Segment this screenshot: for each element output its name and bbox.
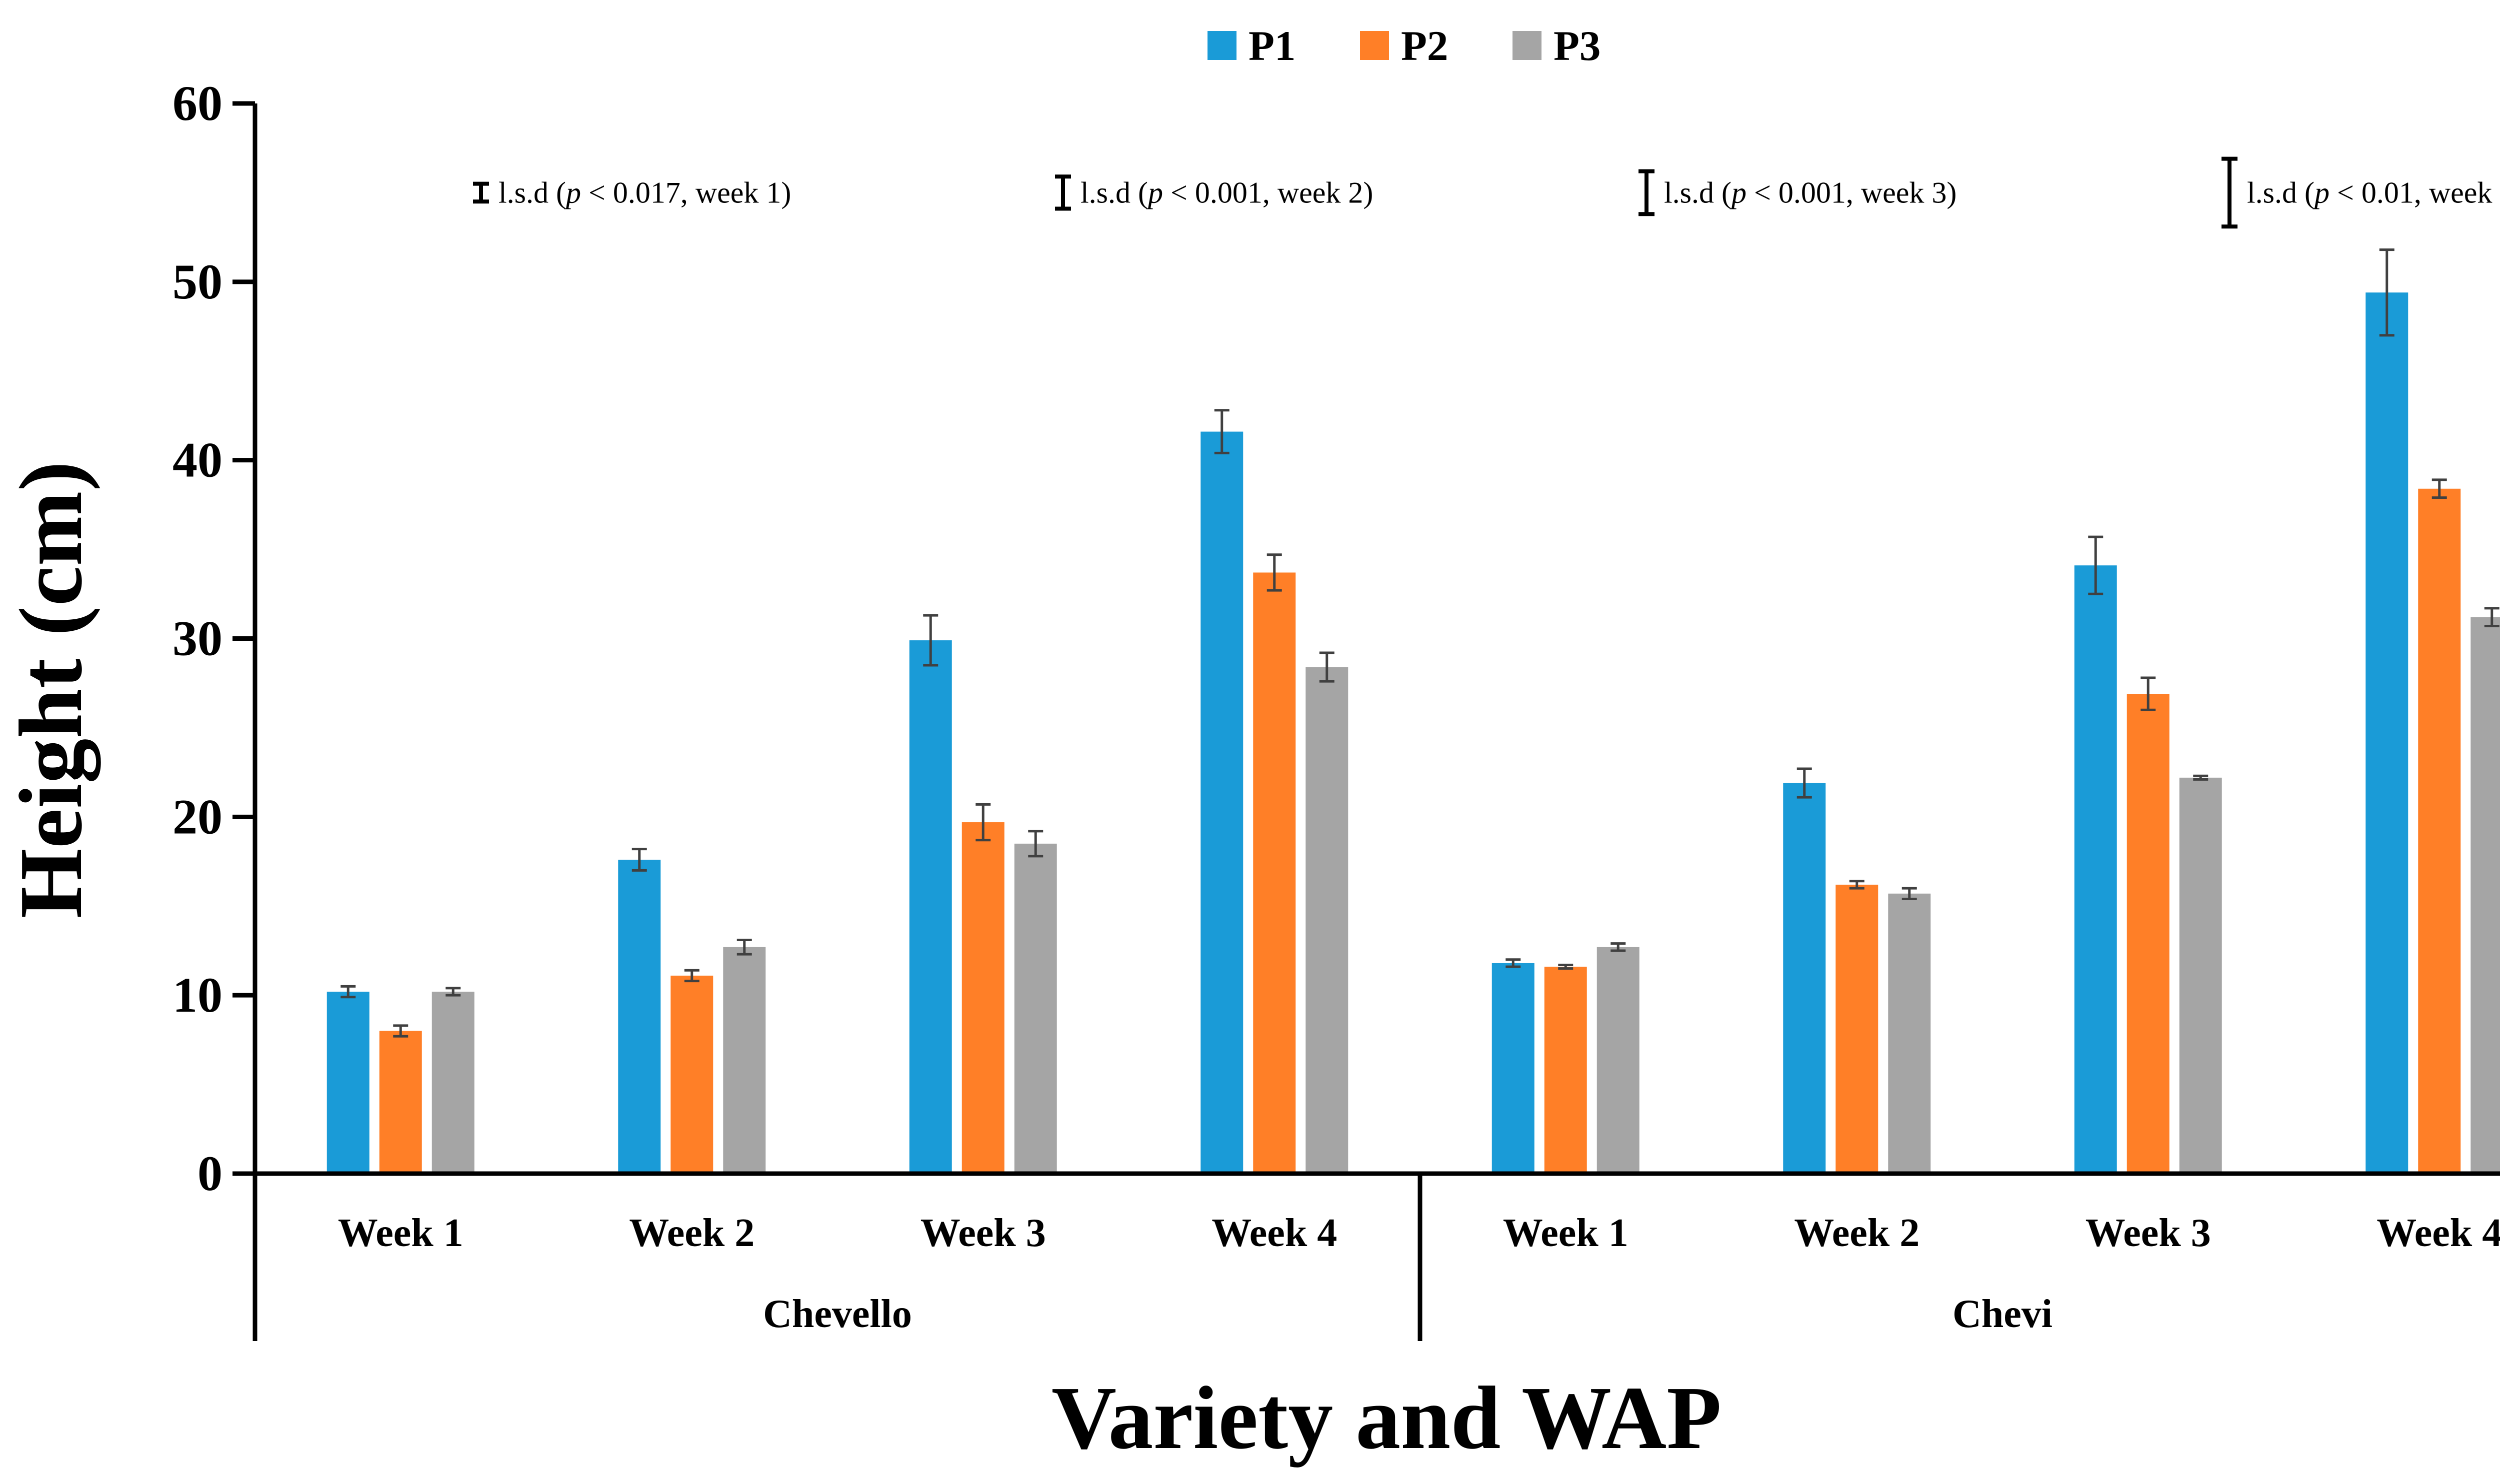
bar-p1-4 [1492, 963, 1534, 1174]
bar-p2-4 [1544, 967, 1587, 1174]
bar-p2-5 [1836, 884, 1878, 1174]
lsd-label-2: l.s.d (p < 0.001, week 2) [1080, 176, 1373, 209]
bar-p3-0 [432, 992, 474, 1174]
error-bar-p3-0 [446, 987, 461, 997]
y-tick-label-20: 20 [172, 789, 222, 844]
x-tick-label-1-3: Week 4 [2376, 1211, 2500, 1255]
error-bar-p2-2 [976, 803, 991, 842]
x-ticks: Week 1 Week 2 Week 3 Week 4 Week 1 Week 2 Week… [338, 1211, 2500, 1255]
error-bar-p2-5 [1849, 880, 1864, 890]
lsd-bar-3 [1638, 169, 1654, 216]
group-label-0: Chevello [763, 1292, 912, 1336]
error-bar-p2-4 [1558, 964, 1574, 970]
y-tick-label-30: 30 [172, 611, 222, 666]
x-tick-label-1-2: Week 3 [2086, 1211, 2211, 1255]
x-axis-title: Variety and WAP [1052, 1368, 1722, 1468]
error-bar-p3-4 [1610, 942, 1626, 952]
error-bar-p2-7 [2432, 478, 2447, 499]
bars [326, 292, 2500, 1174]
bar-p3-1 [723, 947, 766, 1174]
bar-p3-7 [2470, 617, 2500, 1174]
error-bar-p1-6 [2088, 535, 2104, 595]
error-bar-p1-5 [1796, 767, 1812, 799]
bar-p3-6 [2179, 777, 2222, 1174]
error-bar-p2-0 [393, 1024, 408, 1038]
y-tick-label-60: 60 [172, 75, 222, 131]
lsd-annotation-2: l.s.d (p < 0.001, week 2) [1055, 174, 1373, 211]
legend-swatch-p2 [1360, 31, 1389, 60]
x-tick-label-0-1: Week 2 [629, 1211, 754, 1255]
error-bar-p3-6 [2193, 774, 2208, 781]
error-bar-p1-3 [1214, 409, 1230, 454]
legend-swatch-p3 [1512, 31, 1542, 60]
bar-p1-7 [2366, 292, 2408, 1174]
bar-p2-2 [962, 822, 1004, 1174]
error-bar-p1-7 [2379, 248, 2394, 337]
lsd-annotation-4: l.s.d (p < 0.01, week 4) [2222, 156, 2500, 229]
lsd-annotation-1: l.s.d (p < 0.017, week 1) [473, 176, 791, 209]
legend-label-p3: P3 [1554, 22, 1600, 69]
error-bar-p1-1 [632, 848, 647, 872]
y-tick-label-50: 50 [172, 254, 222, 309]
bar-p1-6 [2074, 565, 2117, 1174]
error-bar-p3-3 [1319, 651, 1334, 683]
bar-p1-1 [618, 859, 661, 1174]
legend: P1 P2 P3 [1208, 22, 1600, 69]
error-bar-p2-1 [684, 969, 700, 983]
error-bar-p3-7 [2484, 607, 2500, 628]
bar-p1-5 [1783, 783, 1826, 1174]
y-tick-label-10: 10 [172, 967, 222, 1023]
error-bar-p1-4 [1506, 958, 1521, 968]
error-bar-p2-6 [2140, 676, 2156, 711]
lsd-bar-1 [473, 181, 489, 204]
bar-p2-7 [2418, 488, 2461, 1174]
legend-label-p1: P1 [1248, 22, 1296, 69]
y-tick-label-40: 40 [172, 432, 222, 488]
y-axis-title: Height (cm) [1, 461, 101, 919]
error-bar-p3-2 [1028, 830, 1044, 858]
x-tick-label-1-1: Week 2 [1794, 1211, 1920, 1255]
error-bars [340, 248, 2500, 1038]
error-bar-p1-2 [923, 614, 938, 667]
lsd-annotations: l.s.d (p < 0.017, week 1) l.s.d (p < 0.00… [473, 156, 2500, 229]
lsd-annotation-3: l.s.d (p < 0.001, week 3) [1638, 169, 1956, 216]
legend-item-p3: P3 [1512, 22, 1600, 69]
legend-label-p2: P2 [1401, 22, 1448, 69]
legend-item-p2: P2 [1360, 22, 1448, 69]
y-tick-label-0: 0 [198, 1146, 222, 1201]
lsd-label-1: l.s.d (p < 0.017, week 1) [498, 176, 791, 209]
bar-p2-1 [670, 975, 714, 1174]
group-labels: Chevello Chevi [763, 1292, 2052, 1336]
lsd-bar-2 [1055, 174, 1071, 211]
bar-p1-3 [1200, 431, 1244, 1174]
x-tick-label-0-0: Week 1 [338, 1211, 464, 1255]
error-bar-p2-3 [1266, 553, 1282, 592]
bar-p2-3 [1253, 572, 1296, 1174]
error-bar-p1-0 [340, 985, 356, 999]
error-bar-p3-1 [736, 939, 752, 956]
error-bar-p3-5 [1902, 887, 1917, 900]
lsd-label-4: l.s.d (p < 0.01, week 4) [2247, 176, 2500, 209]
legend-swatch-p1 [1208, 31, 1236, 60]
bar-p1-0 [326, 992, 370, 1174]
x-tick-label-1-0: Week 1 [1503, 1211, 1628, 1255]
bar-p3-4 [1596, 947, 1640, 1174]
x-tick-label-0-2: Week 3 [920, 1211, 1046, 1255]
lsd-bar-4 [2222, 156, 2238, 229]
bar-p2-6 [2126, 694, 2170, 1174]
bar-p3-5 [1888, 893, 1931, 1174]
x-tick-label-0-3: Week 4 [1212, 1211, 1337, 1255]
bar-p3-2 [1014, 843, 1057, 1174]
bar-p3-3 [1306, 667, 1348, 1174]
bar-p2-0 [379, 1031, 422, 1174]
group-label-1: Chevi [1952, 1292, 2052, 1336]
lsd-label-3: l.s.d (p < 0.001, week 3) [1664, 176, 1956, 209]
bar-p1-2 [909, 640, 952, 1174]
legend-item-p1: P1 [1208, 22, 1296, 69]
y-ticks: 0 10 20 30 40 50 60 [172, 75, 255, 1201]
